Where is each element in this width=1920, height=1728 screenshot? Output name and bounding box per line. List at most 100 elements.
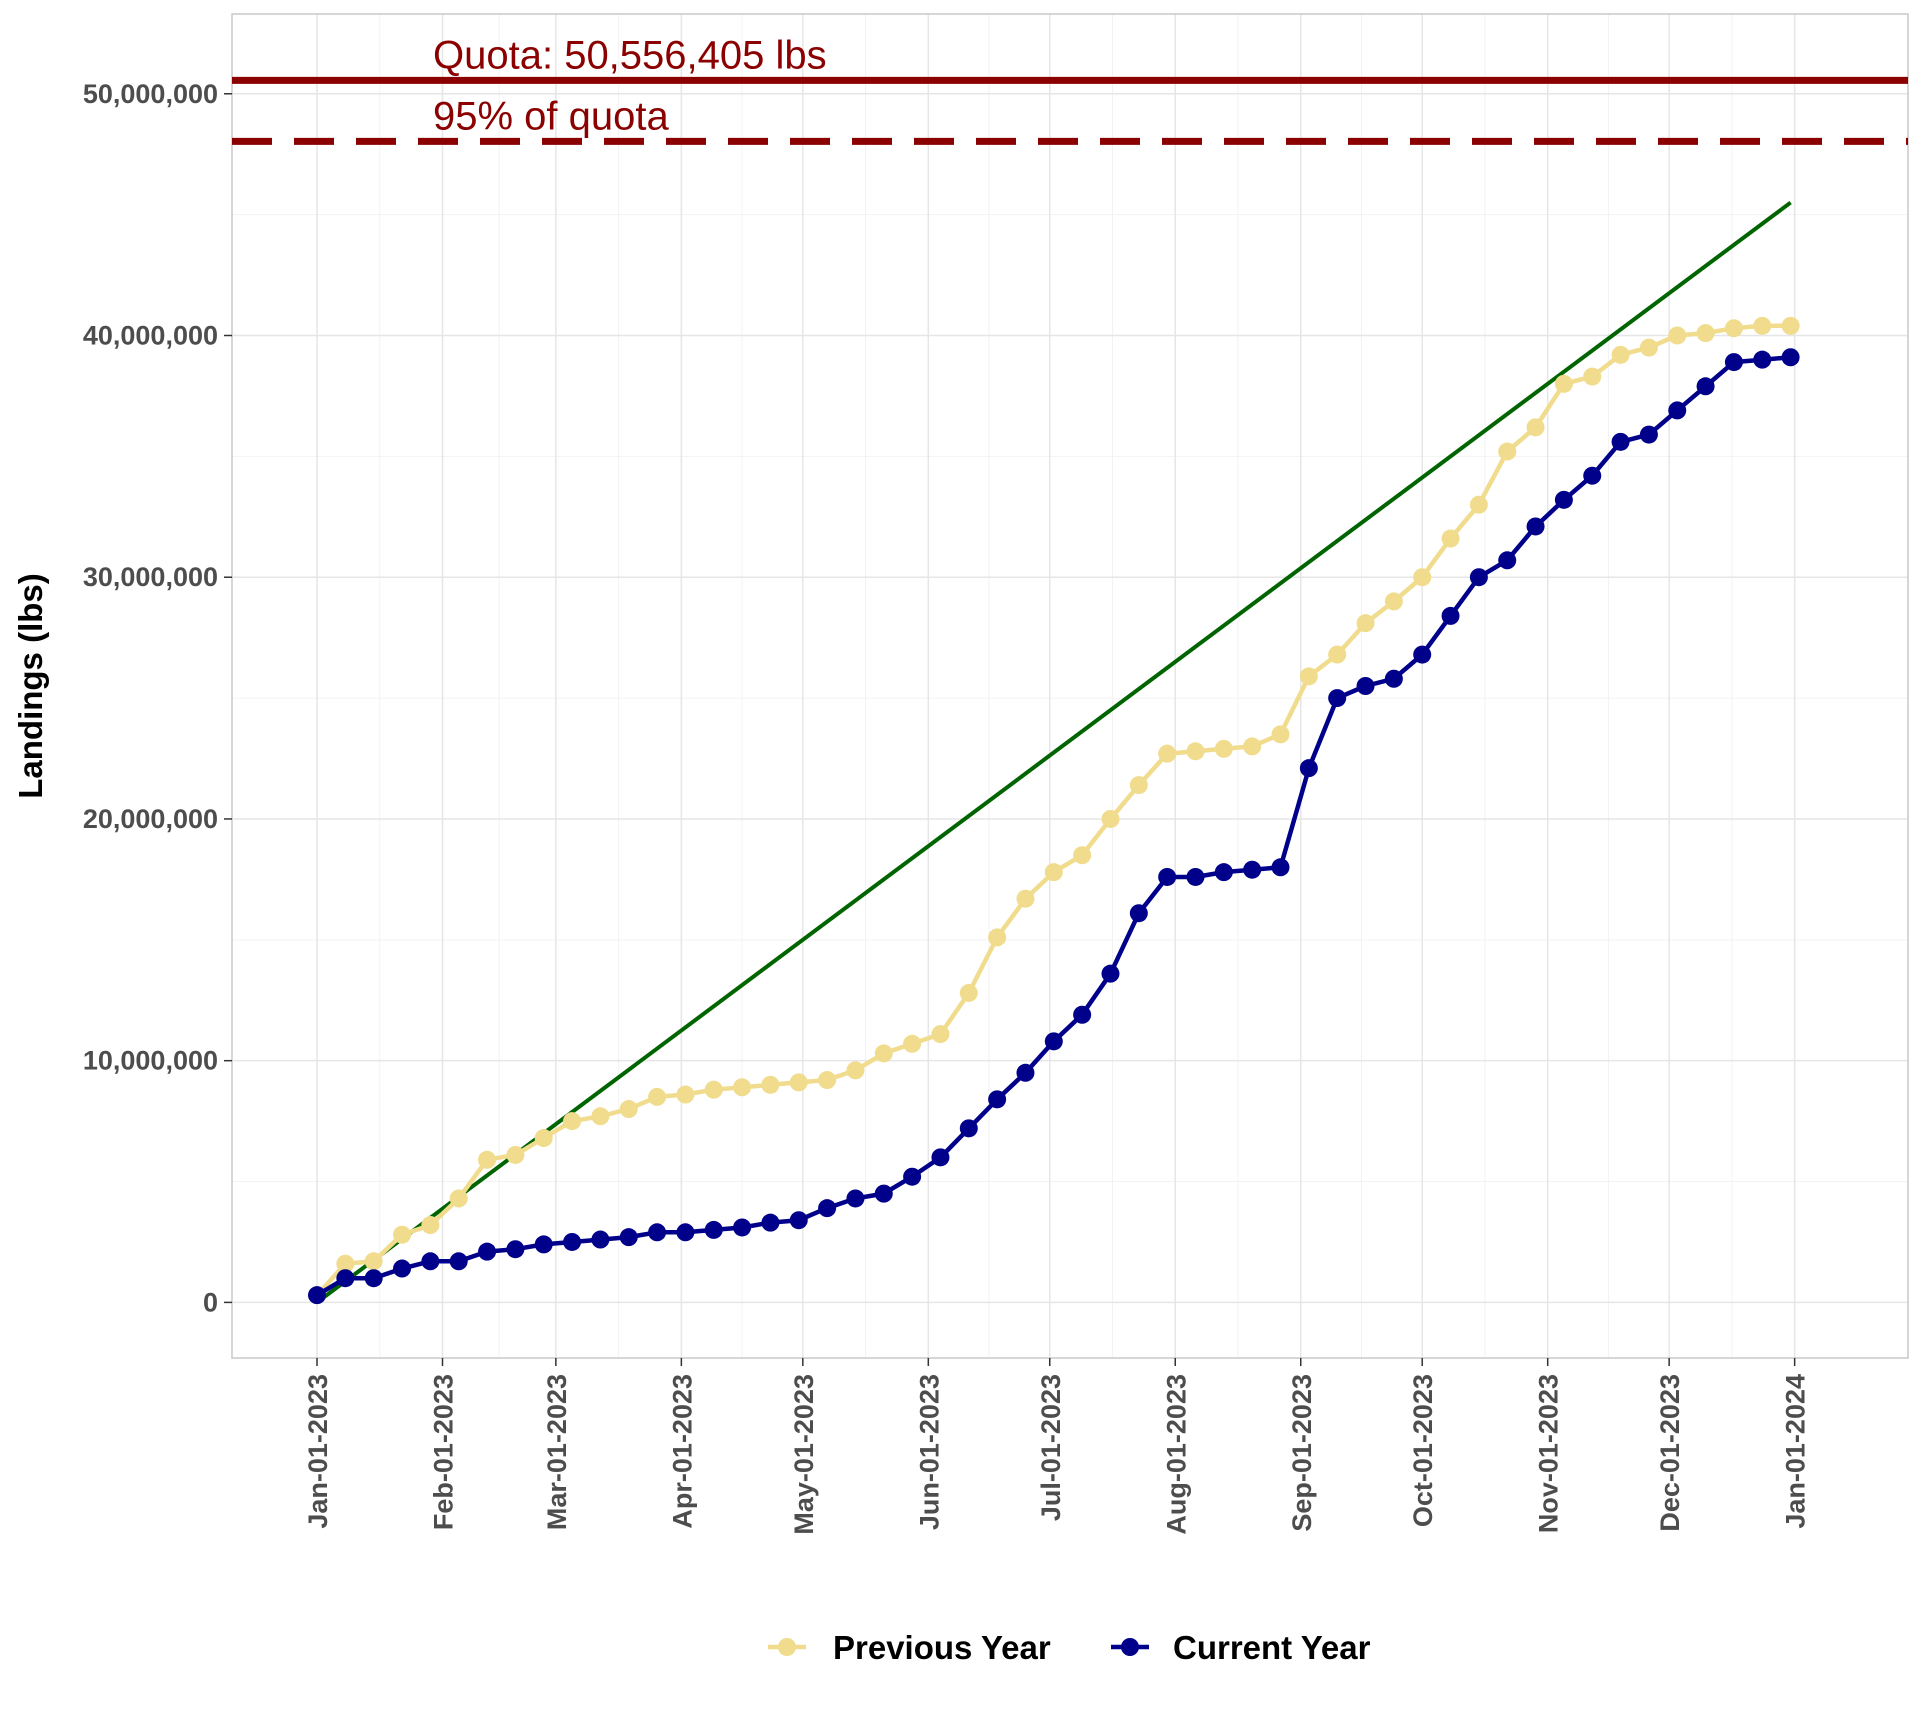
data-point-current-year bbox=[364, 1269, 383, 1288]
data-point-previous-year bbox=[1498, 442, 1517, 461]
data-point-current-year bbox=[1583, 466, 1602, 485]
data-point-previous-year bbox=[1526, 418, 1545, 437]
x-tick-label: Mar-01-2023 bbox=[542, 1374, 572, 1530]
plot-border bbox=[231, 13, 1909, 1359]
y-tick-label: 0 bbox=[203, 1287, 218, 1317]
grid-layer bbox=[232, 14, 1908, 1358]
x-tick-label: Jun-01-2023 bbox=[914, 1374, 944, 1530]
data-point-current-year bbox=[931, 1148, 950, 1167]
data-point-previous-year bbox=[364, 1252, 383, 1271]
data-point-previous-year bbox=[1016, 889, 1035, 908]
x-tick-label: Aug-01-2023 bbox=[1161, 1374, 1191, 1535]
legend-item-current-year: Current Year bbox=[1111, 1629, 1371, 1666]
data-point-current-year bbox=[1668, 401, 1687, 420]
y-tick-label: 40,000,000 bbox=[83, 320, 218, 350]
data-point-previous-year bbox=[1639, 338, 1658, 357]
x-tick-label: Jan-01-2024 bbox=[1781, 1374, 1811, 1529]
data-point-current-year bbox=[478, 1242, 497, 1261]
y-axis-title: Landings (lbs) bbox=[12, 573, 49, 799]
data-point-previous-year bbox=[959, 983, 978, 1002]
data-point-current-year bbox=[818, 1199, 837, 1218]
data-point-previous-year bbox=[1129, 776, 1148, 795]
data-point-previous-year bbox=[1441, 529, 1460, 548]
data-point-previous-year bbox=[393, 1225, 412, 1244]
quota-95-label: 95% of quota bbox=[433, 94, 669, 138]
data-point-current-year bbox=[1696, 377, 1715, 396]
data-point-previous-year bbox=[1214, 739, 1233, 758]
data-point-current-year bbox=[1044, 1032, 1063, 1051]
x-tick-label: Feb-01-2023 bbox=[429, 1374, 459, 1530]
data-point-current-year bbox=[1441, 606, 1460, 625]
data-point-current-year bbox=[1526, 517, 1545, 536]
data-point-current-year bbox=[393, 1259, 412, 1278]
data-point-current-year bbox=[1214, 863, 1233, 882]
data-point-current-year bbox=[506, 1240, 525, 1259]
legend-label-current-year: Current Year bbox=[1173, 1629, 1371, 1666]
data-point-current-year bbox=[449, 1252, 468, 1271]
legend: Previous Year Current Year bbox=[768, 1629, 1371, 1666]
data-point-previous-year bbox=[1384, 592, 1403, 611]
quota-label: Quota: 50,556,405 lbs bbox=[433, 33, 827, 77]
data-point-previous-year bbox=[1554, 374, 1573, 393]
data-point-current-year bbox=[704, 1220, 723, 1239]
data-point-current-year bbox=[421, 1252, 440, 1271]
data-point-current-year bbox=[1158, 867, 1177, 886]
x-tick-label: Dec-01-2023 bbox=[1655, 1374, 1685, 1532]
x-tick-label: May-01-2023 bbox=[789, 1374, 819, 1535]
data-point-current-year bbox=[676, 1223, 695, 1242]
data-point-previous-year bbox=[903, 1034, 922, 1053]
data-point-previous-year bbox=[1101, 809, 1120, 828]
x-tick-label: Jul-01-2023 bbox=[1036, 1374, 1066, 1521]
data-point-current-year bbox=[1469, 568, 1488, 587]
x-tick-label: Nov-01-2023 bbox=[1534, 1374, 1564, 1533]
data-point-current-year bbox=[336, 1269, 355, 1288]
data-point-current-year bbox=[1073, 1005, 1092, 1024]
data-point-previous-year bbox=[1299, 667, 1318, 686]
data-point-previous-year bbox=[478, 1150, 497, 1169]
y-tick-label: 10,000,000 bbox=[83, 1046, 218, 1076]
legend-marker-current-year bbox=[1121, 1638, 1139, 1656]
target-line bbox=[315, 200, 1792, 1305]
data-point-current-year bbox=[1101, 964, 1120, 983]
series-line-previous-year bbox=[315, 323, 1791, 1297]
data-point-previous-year bbox=[648, 1087, 667, 1106]
data-point-current-year bbox=[534, 1235, 553, 1254]
x-tick-label: Oct-01-2023 bbox=[1408, 1374, 1438, 1527]
data-point-current-year bbox=[846, 1189, 865, 1208]
data-point-previous-year bbox=[1753, 316, 1772, 335]
data-point-current-year bbox=[619, 1228, 638, 1247]
y-tick-label: 30,000,000 bbox=[83, 562, 218, 592]
data-point-previous-year bbox=[506, 1145, 525, 1164]
data-point-current-year bbox=[1413, 645, 1432, 664]
data-point-previous-year bbox=[1696, 324, 1715, 343]
y-tick-label: 50,000,000 bbox=[83, 79, 218, 109]
data-point-previous-year bbox=[1469, 495, 1488, 514]
y-tick-label: 20,000,000 bbox=[83, 804, 218, 834]
data-point-current-year bbox=[1328, 689, 1347, 708]
data-point-previous-year bbox=[1611, 345, 1630, 364]
data-point-previous-year bbox=[619, 1100, 638, 1119]
data-point-previous-year bbox=[846, 1061, 865, 1080]
data-point-previous-year bbox=[761, 1075, 780, 1094]
data-point-previous-year bbox=[1073, 846, 1092, 865]
data-point-current-year bbox=[1384, 669, 1403, 688]
data-point-current-year bbox=[1724, 353, 1743, 372]
data-point-current-year bbox=[874, 1184, 893, 1203]
data-point-previous-year bbox=[789, 1073, 808, 1092]
data-point-previous-year bbox=[818, 1071, 837, 1090]
data-point-current-year bbox=[1271, 858, 1290, 877]
data-point-previous-year bbox=[874, 1044, 893, 1063]
data-point-previous-year bbox=[591, 1107, 610, 1126]
data-point-current-year bbox=[308, 1286, 327, 1305]
data-point-current-year bbox=[591, 1230, 610, 1249]
data-point-previous-year bbox=[1781, 316, 1800, 335]
data-point-previous-year bbox=[1186, 742, 1205, 761]
data-point-previous-year bbox=[704, 1080, 723, 1099]
data-point-previous-year bbox=[1583, 367, 1602, 386]
data-point-previous-year bbox=[1243, 737, 1262, 756]
data-point-previous-year bbox=[449, 1189, 468, 1208]
data-point-current-year bbox=[563, 1232, 582, 1251]
data-point-previous-year bbox=[931, 1025, 950, 1044]
data-point-previous-year bbox=[1158, 744, 1177, 763]
